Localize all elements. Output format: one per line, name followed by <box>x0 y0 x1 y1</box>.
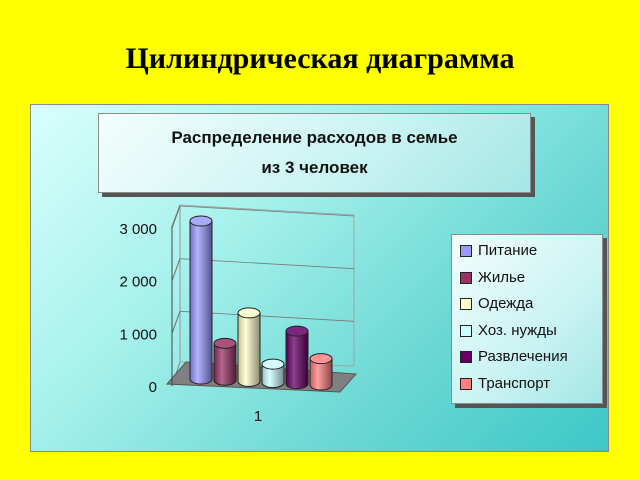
cylinder-body <box>213 342 237 386</box>
slide-title: Цилиндрическая диаграмма <box>125 42 515 75</box>
chart-legend: Питание Жилье Одежда Хоз. нужды Развлечения Т… <box>451 234 603 404</box>
y-tick-label: 2 000 <box>119 274 157 291</box>
chart-title-line-2: из 3 человек <box>261 158 368 177</box>
cylinder-top <box>309 353 333 365</box>
chart-title-line-1: Распределение расходов в семье <box>171 128 458 147</box>
legend-swatch <box>460 351 472 363</box>
y-tick-label: 1 000 <box>119 326 157 343</box>
legend-swatch <box>460 298 472 310</box>
legend-swatch <box>460 245 472 257</box>
cylinder-bar-3 <box>237 307 261 387</box>
y-tick-label: 3 000 <box>119 221 157 238</box>
legend-swatch <box>460 271 472 284</box>
cylinder-bar-5 <box>285 325 309 390</box>
cylinder-body <box>237 312 261 387</box>
legend-label: Жилье <box>478 268 526 286</box>
cylinder-top <box>189 215 213 227</box>
cylinder-bar-4 <box>261 358 285 389</box>
y-tick-label: 0 <box>149 379 157 396</box>
gridline <box>171 311 181 334</box>
plot-side-wall <box>171 204 181 387</box>
x-tick-label: 1 <box>254 408 262 425</box>
legend-swatch <box>460 377 472 390</box>
cylinder-bar-2 <box>213 337 237 386</box>
cylinder-body <box>309 358 333 391</box>
gridline <box>171 258 181 281</box>
plot-back-wall <box>179 204 355 367</box>
cylinder-bar-6 <box>309 353 333 391</box>
cylinder-bar-1 <box>189 215 213 385</box>
legend-label: Питание <box>478 242 538 259</box>
legend-swatch <box>460 324 472 337</box>
legend-label: Одежда <box>478 295 534 312</box>
cylinder-body <box>285 330 309 390</box>
legend-label: Транспорт <box>478 374 551 392</box>
cylinder-body <box>189 220 213 385</box>
gridline <box>171 205 181 229</box>
cylinder-top <box>285 325 309 337</box>
legend-label: Развлечения <box>478 348 568 365</box>
cylinder-top <box>213 337 237 349</box>
cylinder-top <box>261 358 285 370</box>
legend-label: Хоз. нужды <box>478 321 557 339</box>
chart-title-box: Распределение расходов в семье из 3 чело… <box>98 113 531 193</box>
cylinder-body <box>261 363 285 389</box>
cylinder-top <box>237 307 261 319</box>
gridline <box>179 205 355 217</box>
